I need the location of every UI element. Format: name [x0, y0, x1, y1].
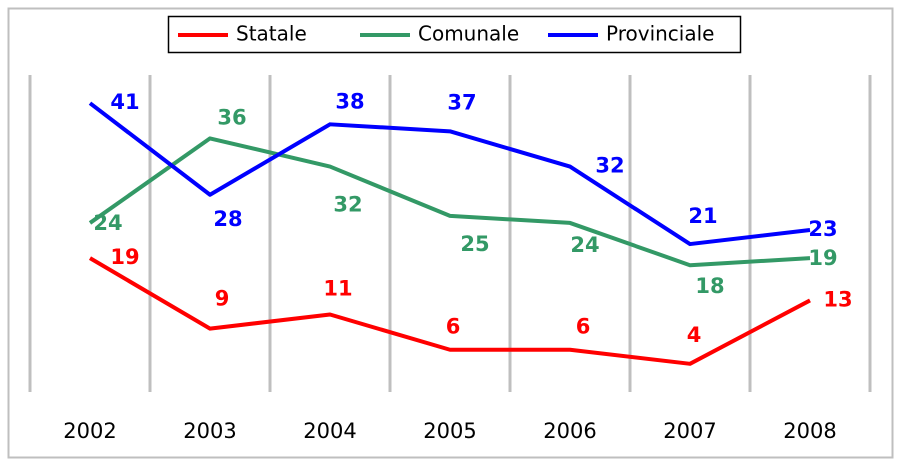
legend: Statale Comunale Provinciale [167, 15, 742, 54]
data-label: 24 [93, 211, 122, 235]
data-label: 41 [110, 90, 139, 114]
data-label: 19 [808, 246, 837, 270]
x-tick-label: 2005 [423, 419, 476, 443]
data-label: 36 [217, 105, 246, 129]
x-tick-label: 2003 [183, 419, 236, 443]
data-label: 6 [576, 315, 591, 339]
data-label: 37 [447, 90, 476, 114]
data-label: 25 [460, 232, 489, 256]
data-label: 38 [335, 89, 364, 113]
data-label: 28 [213, 207, 242, 231]
legend-label: Comunale [418, 22, 519, 46]
data-label: 18 [695, 274, 724, 298]
x-tick-label: 2004 [303, 419, 356, 443]
data-label: 24 [570, 233, 599, 257]
data-label: 11 [323, 277, 352, 301]
chart-border [7, 7, 894, 459]
legend-box [167, 15, 742, 54]
data-label: 19 [110, 245, 139, 269]
data-label: 23 [808, 217, 837, 241]
data-label: 32 [595, 154, 624, 178]
x-tick-label: 2007 [663, 419, 716, 443]
data-label: 6 [446, 315, 461, 339]
x-tick-label: 2008 [783, 419, 836, 443]
data-label: 32 [333, 193, 362, 217]
data-label: 9 [215, 287, 230, 311]
data-label: 4 [687, 323, 702, 347]
legend-label: Provinciale [606, 22, 714, 46]
data-label: 21 [688, 204, 717, 228]
data-label: 13 [823, 287, 852, 311]
x-tick-label: 2002 [63, 419, 116, 443]
legend-label: Statale [236, 22, 307, 46]
series-line [88, 101, 811, 247]
series-line [88, 136, 811, 268]
series-line [88, 256, 811, 366]
x-tick-label: 2006 [543, 419, 596, 443]
